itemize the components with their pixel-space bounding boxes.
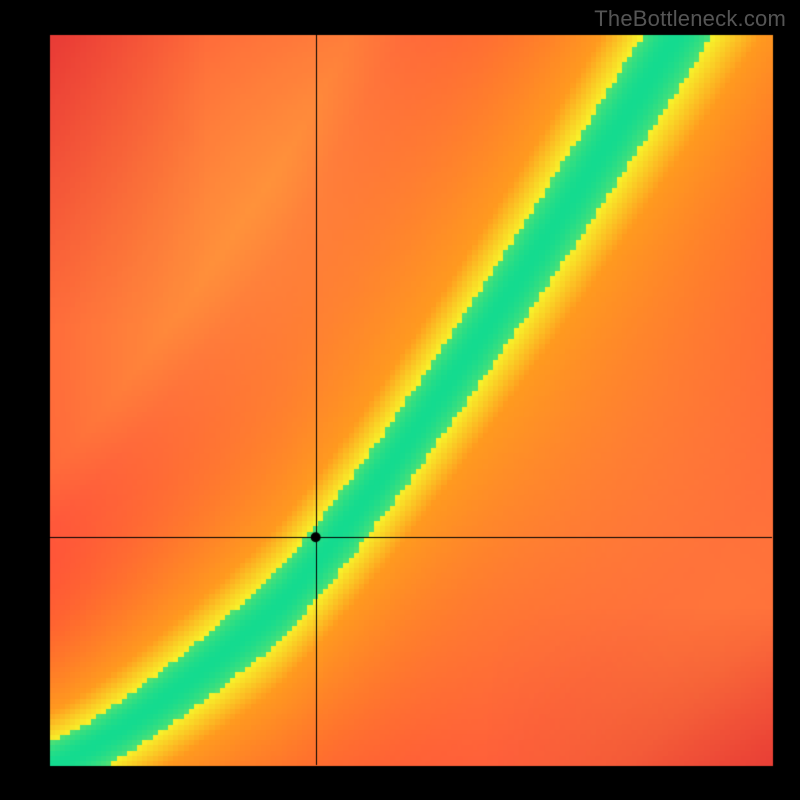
- bottleneck-heatmap: [0, 0, 800, 800]
- chart-container: TheBottleneck.com: [0, 0, 800, 800]
- watermark-text: TheBottleneck.com: [594, 6, 786, 32]
